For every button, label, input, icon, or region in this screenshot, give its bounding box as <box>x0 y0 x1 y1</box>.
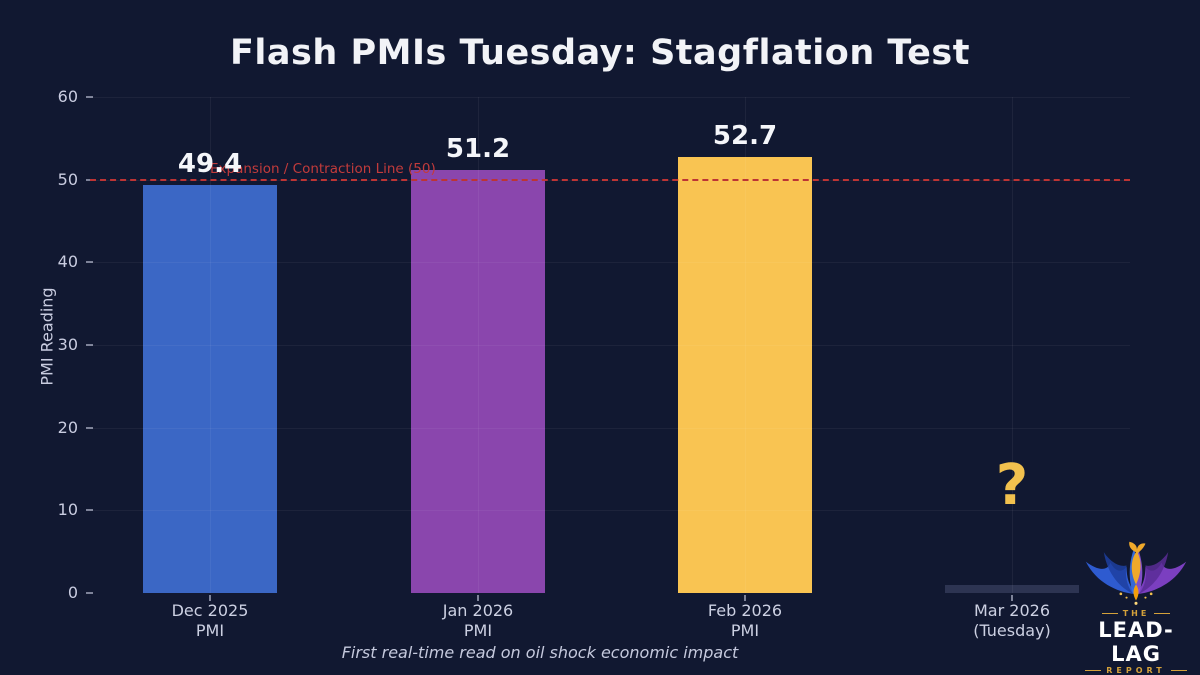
logo-rule-right2 <box>1170 670 1187 671</box>
gridline-vertical <box>478 97 479 593</box>
y-tick-label: 10 <box>57 500 78 520</box>
gridline-horizontal <box>90 97 1130 98</box>
y-tick-label: 50 <box>57 169 78 189</box>
x-tick-label: Feb 2026 PMI <box>707 601 783 640</box>
logo-the-row: THE <box>1075 609 1197 618</box>
bar-feb-2026 <box>678 157 812 593</box>
y-tick-label: 20 <box>57 417 78 437</box>
bar-jan-2026 <box>411 169 545 593</box>
gridline-horizontal <box>90 262 1130 264</box>
y-tick-label: 60 <box>57 87 78 106</box>
bar-value-label: 52.7 <box>712 121 778 152</box>
y-tick-label: 0 <box>67 583 78 602</box>
logo-rule-left2 <box>1085 670 1102 671</box>
y-tick-mark <box>86 426 93 429</box>
x-tick-mark <box>209 595 211 601</box>
x-tick-label: Jan 2026 PMI <box>442 601 514 640</box>
gridline-vertical <box>1012 97 1013 593</box>
y-tick-label: 30 <box>57 335 78 354</box>
logo-rule-right <box>1154 612 1171 614</box>
logo-report-row: REPORT <box>1075 666 1197 675</box>
reference-line-label: Expansion / Contraction Line (50) <box>210 161 436 177</box>
logo-name-text: LEAD-LAG <box>1098 617 1174 666</box>
x-tick-mark <box>744 595 746 601</box>
x-tick-label: Dec 2025 PMI <box>171 601 249 640</box>
y-tick-mark <box>86 509 93 512</box>
expansion-contraction-line <box>90 178 1130 181</box>
bar-value-label: 49.4 <box>177 148 243 179</box>
logo-the-text: THE <box>1122 608 1150 618</box>
bar-value-label: 51.2 <box>445 133 511 164</box>
leadlag-logo: THE LEAD-LAG REPORT <box>1075 537 1197 675</box>
unknown-value-marker: ? <box>995 453 1029 518</box>
phoenix-icon <box>1075 537 1197 609</box>
y-tick-mark <box>86 344 93 346</box>
y-tick-label: 40 <box>57 252 78 272</box>
bar-mar-2026 <box>945 585 1079 593</box>
gridline-vertical <box>210 97 211 593</box>
x-tick-mark <box>477 595 479 601</box>
y-tick-mark <box>86 96 93 98</box>
y-tick-mark <box>86 178 93 181</box>
chart-title: Flash PMIs Tuesday: Stagflation Test <box>230 33 970 73</box>
gridline-horizontal <box>90 510 1130 512</box>
x-tick-label: Mar 2026 (Tuesday) <box>973 601 1051 640</box>
logo-report-text: REPORT <box>1106 666 1166 675</box>
bar-dec-2025 <box>143 184 277 593</box>
y-tick-mark <box>86 592 93 594</box>
logo-rule-left <box>1101 612 1118 614</box>
x-tick-mark <box>1011 595 1013 601</box>
gridline-horizontal <box>90 345 1130 346</box>
gridline-horizontal <box>90 427 1130 429</box>
gridline-vertical <box>745 97 746 593</box>
y-tick-mark <box>86 261 93 264</box>
chart-caption: First real-time read on oil shock econom… <box>341 643 739 662</box>
